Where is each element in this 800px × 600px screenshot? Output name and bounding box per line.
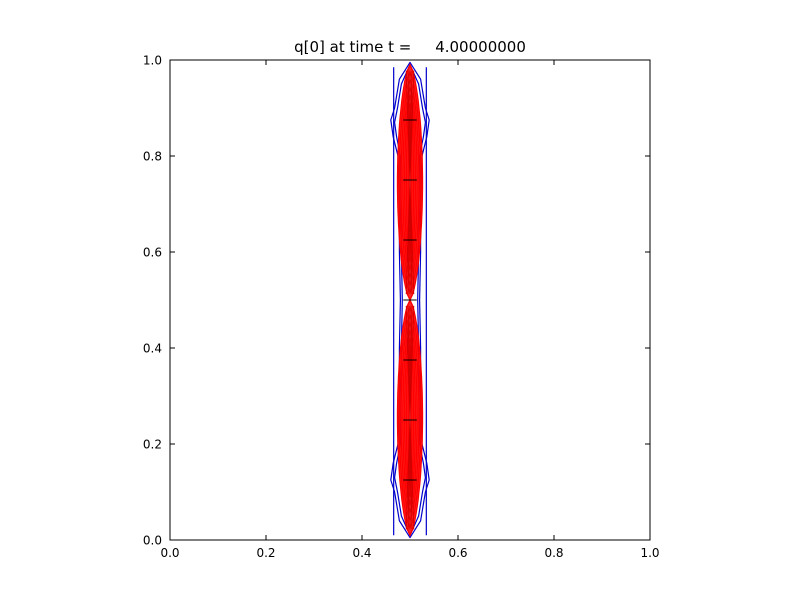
x-tick-label: 0.0 <box>160 546 179 560</box>
y-tick-label: 0.2 <box>143 438 162 452</box>
y-tick-label: 0.0 <box>143 534 162 548</box>
axes-frame <box>169 59 651 541</box>
plot-content <box>390 61 430 539</box>
x-tick-label: 0.2 <box>256 546 275 560</box>
y-tick-label: 0.8 <box>143 150 162 164</box>
lower-blob-streak <box>405 305 415 530</box>
y-tick-label: 0.6 <box>143 246 162 260</box>
x-tick-label: 0.4 <box>352 546 371 560</box>
x-tick-label: 1.0 <box>640 546 659 560</box>
x-tick-label: 0.8 <box>544 546 563 560</box>
y-tick-label: 0.4 <box>143 342 162 356</box>
y-tick-label: 1.0 <box>143 54 162 68</box>
chart-title: q[0] at time t = 4.00000000 <box>294 38 526 56</box>
axis-ticks: 0.0 0.2 0.4 0.6 0.8 1.0 0.0 0.2 0.4 0.6 0.8 1.0 <box>143 54 660 561</box>
upper-blob-streak <box>405 70 415 295</box>
x-tick-label: 0.6 <box>448 546 467 560</box>
